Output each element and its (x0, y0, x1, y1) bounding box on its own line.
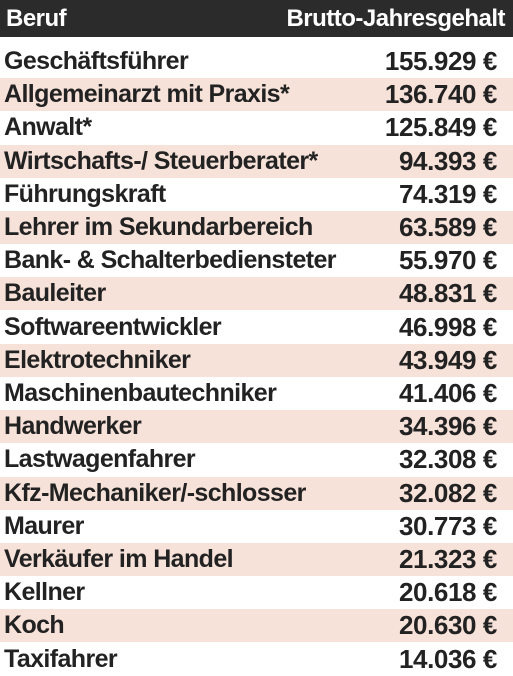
job-cell: Maschinenbautechniker (4, 379, 277, 407)
table-row: Verkäufer im Handel 21.323 € (0, 543, 513, 576)
salary-cell: 48.831 € (398, 278, 497, 309)
job-cell: Lastwagenfahrer (4, 445, 196, 474)
salary-cell: 32.082 € (398, 477, 497, 508)
job-cell: Verkäufer im Handel (4, 545, 234, 573)
job-cell: Koch (4, 611, 65, 640)
salary-cell: 30.773 € (398, 510, 497, 541)
job-cell: Wirtschafts-/ Steuerberater* (4, 146, 318, 175)
table-row: Bauleiter 48.831 € (0, 277, 513, 311)
salary-cell: 21.323 € (398, 544, 497, 574)
header-job-label: Beruf (6, 5, 67, 32)
table-row: Wirtschafts-/ Steuerberater* 94.393 € (0, 144, 513, 178)
table-row: Taxifahrer 14.036 € (0, 642, 513, 676)
table-row: Maurer 30.773 € (0, 509, 513, 543)
salary-cell: 125.849 € (384, 112, 497, 143)
salary-cell: 34.396 € (398, 411, 497, 442)
salary-cell: 155.929 € (384, 46, 497, 76)
salary-cell: 32.308 € (398, 444, 497, 475)
table-row: Lehrer im Sekundarbereich 63.589 € (0, 211, 513, 244)
table-row: Bank- & Schalterbediensteter 55.970 € (0, 244, 513, 278)
job-cell: Anwalt* (4, 113, 92, 142)
salary-cell: 55.970 € (398, 245, 497, 276)
job-cell: Lehrer im Sekundarbereich (4, 213, 313, 241)
table-row: Kfz-Mechaniker/-schlosser 32.082 € (0, 476, 513, 510)
table-row: Koch 20.630 € (0, 609, 513, 643)
job-cell: Führungskraft (4, 179, 166, 208)
table-row: Kellner 20.618 € (0, 576, 513, 610)
job-cell: Softwareentwickler (4, 312, 222, 341)
job-cell: Bank- & Schalterbediensteter (4, 246, 337, 275)
salary-cell: 94.393 € (398, 145, 497, 176)
table-row: Anwalt* 125.849 € (0, 111, 513, 145)
table-row: Elektrotechniker 43.949 € (0, 343, 513, 377)
salary-cell: 41.406 € (398, 378, 497, 408)
table-row: Geschäftsführer 155.929 € (0, 45, 513, 78)
table-row: Allgemeinarzt mit Praxis* 136.740 € (0, 78, 513, 112)
job-cell: Maurer (4, 511, 84, 540)
salary-cell: 46.998 € (398, 311, 497, 342)
salary-cell: 63.589 € (398, 212, 497, 242)
table-row: Softwareentwickler 46.998 € (0, 310, 513, 344)
job-cell: Geschäftsführer (4, 47, 189, 75)
table-row: Führungskraft 74.319 € (0, 177, 513, 211)
salary-cell: 14.036 € (398, 643, 497, 674)
job-cell: Kfz-Mechaniker/-schlosser (4, 478, 306, 507)
job-cell: Bauleiter (4, 279, 106, 308)
salary-cell: 74.319 € (398, 178, 497, 209)
table-header: Beruf Brutto-Jahresgehalt (0, 0, 513, 37)
job-cell: Elektrotechniker (4, 345, 191, 374)
table-row: Lastwagenfahrer 32.308 € (0, 443, 513, 477)
header-salary-label: Brutto-Jahresgehalt (286, 5, 505, 32)
job-cell: Taxifahrer (4, 644, 118, 673)
salary-cell: 20.618 € (398, 577, 497, 608)
table-row: Handwerker 34.396 € (0, 410, 513, 444)
salary-cell: 20.630 € (398, 610, 497, 641)
job-cell: Handwerker (4, 412, 142, 441)
salary-cell: 136.740 € (384, 79, 497, 110)
salary-cell: 43.949 € (398, 344, 497, 375)
job-cell: Allgemeinarzt mit Praxis* (4, 80, 290, 109)
job-cell: Kellner (4, 578, 85, 607)
table-row: Maschinenbautechniker 41.406 € (0, 377, 513, 410)
